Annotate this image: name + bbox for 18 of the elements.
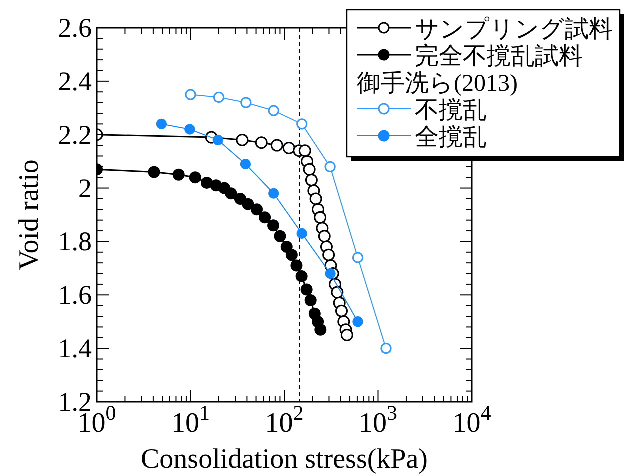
x-tick-label: 10$^{1}$ <box>172 401 210 439</box>
legend-label: サンプリング試料 <box>415 16 613 43</box>
y-tick-label: 2 <box>78 173 92 204</box>
legend-label: 不撹乱 <box>415 98 487 124</box>
y-axis-title: Void ratio <box>14 160 45 270</box>
x-tick-label: 10$^{2}$ <box>265 401 304 439</box>
x-tick-label: 10$^{4}$ <box>452 401 492 439</box>
y-tick-label: 1.8 <box>58 226 92 257</box>
y-tick-label: 1.6 <box>58 280 92 310</box>
legend-label: 全撹乱 <box>415 125 487 151</box>
x-axis-title: Consolidation stress(kPa) <box>141 444 428 475</box>
legend-label: 完全不撹乱試料 <box>415 43 583 70</box>
y-tick-label: 2.6 <box>58 13 92 43</box>
y-tick-label: 2.4 <box>58 66 92 96</box>
y-tick-label: 1.4 <box>58 334 92 364</box>
annotation: 御手洗ら(2013) <box>357 70 518 97</box>
y-tick-label: 2.2 <box>58 120 92 150</box>
x-tick-label: 10$^{3}$ <box>359 401 398 439</box>
